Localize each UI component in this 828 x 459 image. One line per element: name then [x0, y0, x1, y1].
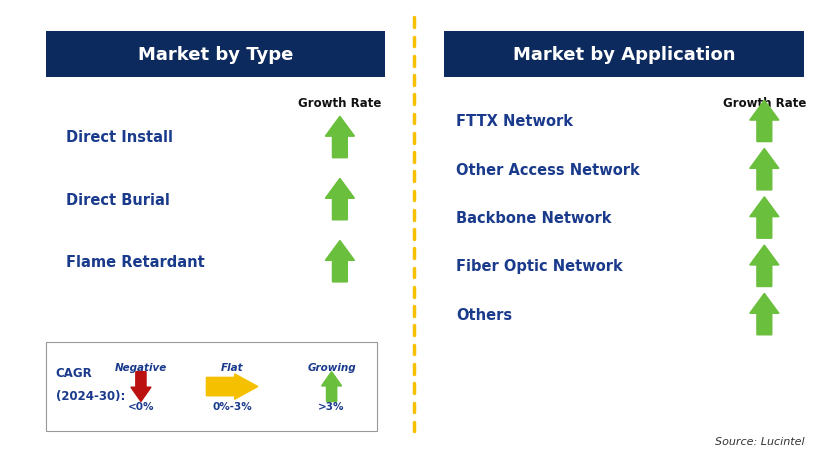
Text: Growth Rate: Growth Rate — [298, 97, 381, 110]
Text: Flame Retardant: Flame Retardant — [66, 254, 205, 269]
Text: Direct Burial: Direct Burial — [66, 192, 170, 207]
Text: Backbone Network: Backbone Network — [455, 211, 611, 225]
Polygon shape — [206, 374, 258, 399]
Bar — [46, 342, 377, 431]
Text: 0%-3%: 0%-3% — [212, 401, 252, 411]
Text: Market by Type: Market by Type — [137, 46, 293, 64]
Polygon shape — [325, 241, 354, 282]
Text: Fiber Optic Network: Fiber Optic Network — [455, 259, 622, 274]
Polygon shape — [749, 149, 778, 190]
Bar — [46, 32, 385, 78]
Text: >3%: >3% — [318, 401, 344, 411]
Text: Other Access Network: Other Access Network — [455, 162, 639, 177]
Text: (2024-30):: (2024-30): — [55, 389, 125, 403]
Polygon shape — [749, 197, 778, 239]
Polygon shape — [321, 372, 341, 402]
Text: <0%: <0% — [128, 401, 154, 411]
Text: Growth Rate: Growth Rate — [722, 97, 805, 110]
Text: Flat: Flat — [220, 363, 243, 372]
Text: Direct Install: Direct Install — [66, 130, 173, 145]
Text: Market by Application: Market by Application — [512, 46, 734, 64]
Text: Negative: Negative — [114, 363, 167, 372]
Polygon shape — [749, 294, 778, 335]
Polygon shape — [749, 246, 778, 287]
Bar — [443, 32, 803, 78]
Text: FTTX Network: FTTX Network — [455, 114, 572, 129]
Polygon shape — [131, 372, 151, 402]
Polygon shape — [325, 179, 354, 220]
Polygon shape — [325, 117, 354, 158]
Polygon shape — [749, 101, 778, 142]
Text: CAGR: CAGR — [55, 366, 92, 380]
Text: Others: Others — [455, 307, 512, 322]
Text: Source: Lucintel: Source: Lucintel — [714, 436, 803, 446]
Text: Growing: Growing — [307, 363, 355, 372]
